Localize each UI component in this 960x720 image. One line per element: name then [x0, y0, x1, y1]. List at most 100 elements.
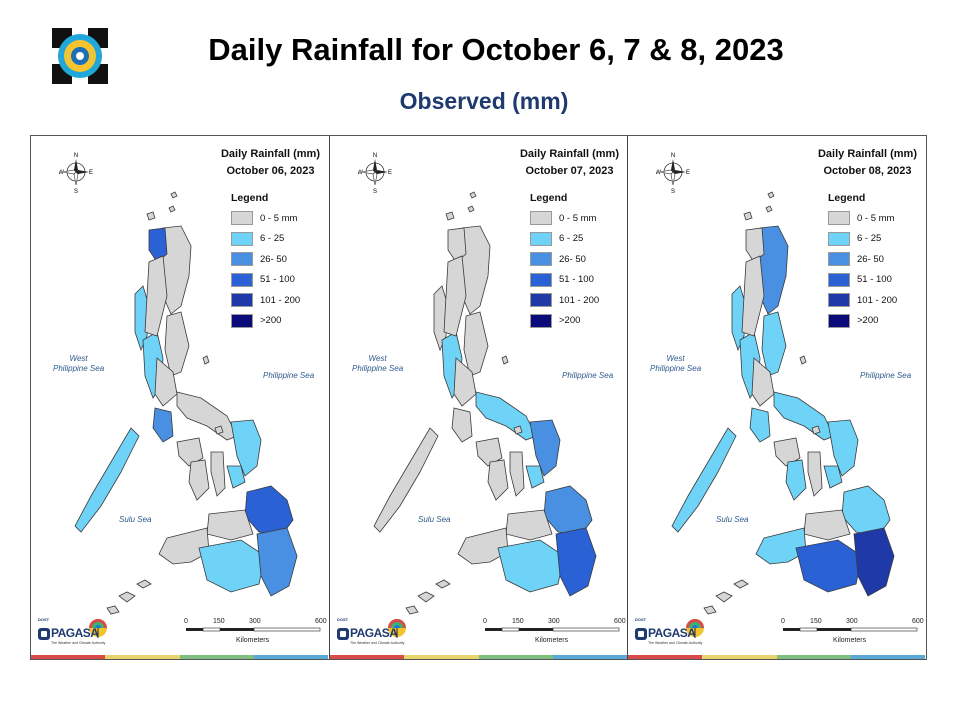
legend-item: 101 - 200 [530, 290, 599, 311]
region-mindanao-se [853, 527, 895, 597]
legend-title: Legend [231, 192, 269, 204]
region-mindanao-north [803, 509, 851, 541]
legend-item: >200 [530, 311, 599, 332]
region-visayas-south [823, 465, 843, 489]
region-luzon-central [453, 357, 477, 407]
map-panel-oct-07: N S W E Daily Rainfall (mm) October 07, … [329, 136, 627, 659]
brand-name: PAGASA [648, 626, 696, 640]
region-luzon-north [443, 255, 467, 337]
islets [146, 191, 224, 435]
maps-frame: N S W E Daily Rainfall (mm) October 06, … [30, 135, 927, 660]
page-title: Daily Rainfall for October 6, 7 & 8, 202… [208, 32, 784, 67]
sea-label-east: Philippine Sea [263, 371, 315, 380]
legend-item: 26- 50 [828, 249, 897, 270]
compass-w: W [656, 170, 661, 176]
region-mindanao-sw [795, 539, 863, 593]
region-eastern-visayas [529, 419, 561, 477]
region-palawan [74, 427, 140, 533]
legend-item: 6 - 25 [530, 229, 599, 250]
scale-bar: 0 150 300 600 Kilometers [781, 618, 924, 644]
region-sulu-arch [703, 579, 749, 615]
region-luzon-east [761, 311, 787, 377]
region-visayas-central [210, 451, 226, 497]
compass-n: N [74, 153, 78, 159]
region-mindanao-west [755, 527, 807, 565]
region-mindanao-sw [497, 539, 565, 593]
pagasa-logo: DOST PAGASA The Weather and Climate Auth… [631, 614, 711, 659]
legend-item: 51 - 100 [231, 270, 300, 291]
north-arrow-icon: N S W E [358, 153, 392, 194]
legend-swatch [828, 293, 850, 308]
legend-swatch [530, 293, 552, 308]
scale-unit: Kilometers [535, 637, 569, 644]
legend-swatch [231, 211, 253, 226]
philippines-rainfall-map [671, 191, 895, 615]
region-mindoro [451, 407, 473, 443]
sea-label-sulu: Sulu Sea [716, 515, 749, 524]
legend-swatch [231, 313, 253, 328]
legend-swatch [828, 211, 850, 226]
bottom-color-bar [31, 655, 328, 659]
sea-label-west: West Philippine Sea [650, 354, 702, 373]
legend-swatch [530, 313, 552, 328]
rainfall-legend: Legend 0 - 5 mm 6 - 25 26- 50 51 - 100 1… [530, 192, 599, 331]
philippines-rainfall-map [74, 191, 298, 615]
bottom-color-bar [628, 655, 925, 659]
sea-label-east: Philippine Sea [562, 371, 614, 380]
region-visayas-west [785, 459, 807, 501]
legend-item: 0 - 5 mm [828, 208, 897, 229]
region-palawan [373, 427, 439, 533]
region-bicol [176, 391, 238, 441]
region-luzon-north [144, 255, 168, 337]
compass-w: W [358, 170, 363, 176]
legend-item: 0 - 5 mm [530, 208, 599, 229]
region-ilocos-coast [433, 285, 449, 352]
region-mindanao-sw [198, 539, 266, 593]
region-mindanao-se [555, 527, 597, 597]
compass-s: S [373, 189, 377, 194]
region-sulu-arch [405, 579, 451, 615]
legend-swatch [828, 272, 850, 287]
panel-heading-title: Daily Rainfall (mm) [817, 148, 917, 160]
region-visayas-south [525, 465, 545, 489]
sea-label-west: West Philippine Sea [53, 354, 105, 373]
legend-swatch [828, 252, 850, 267]
scale-unit: Kilometers [236, 637, 270, 644]
region-visayas-central [807, 451, 823, 497]
scale-bar: 0 150 300 600 Kilometers [483, 618, 626, 644]
sea-label-east: Philippine Sea [860, 371, 912, 380]
region-bicol [773, 391, 835, 441]
legend-swatch [530, 272, 552, 287]
legend-item: 6 - 25 [828, 229, 897, 250]
legend-swatch [231, 272, 253, 287]
legend-swatch [231, 231, 253, 246]
brand-prefix: DOST [337, 617, 349, 622]
legend-item: >200 [828, 311, 897, 332]
legend-item: 101 - 200 [231, 290, 300, 311]
map-panel-oct-08: N S W E Daily Rainfall (mm) October 08, … [627, 136, 925, 659]
brand-tagline: The Weather and Climate Authority [648, 641, 703, 645]
rainfall-legend: Legend 0 - 5 mm 6 - 25 26- 50 51 - 100 1… [828, 192, 897, 331]
region-luzon-north [741, 255, 765, 337]
panel-heading: Daily Rainfall (mm) October 08, 2023 [818, 146, 917, 180]
islets [743, 191, 821, 435]
scale-bar: 0 150 300 600 Kilometers [184, 618, 327, 644]
region-bicol [475, 391, 537, 441]
rainfall-legend: Legend 0 - 5 mm 6 - 25 26- 50 51 - 100 1… [231, 192, 300, 331]
region-palawan [671, 427, 737, 533]
brand-prefix: DOST [38, 617, 50, 622]
region-visayas-central [509, 451, 525, 497]
legend-title: Legend [828, 192, 866, 204]
legend-swatch [530, 231, 552, 246]
legend-swatch [231, 293, 253, 308]
region-luzon-central [154, 357, 178, 407]
region-visayas-west [188, 459, 210, 501]
region-luzon-east [463, 311, 489, 377]
compass-s: S [74, 189, 78, 194]
legend-item: 101 - 200 [828, 290, 897, 311]
north-arrow-icon: N S W E [656, 153, 690, 194]
compass-n: N [373, 153, 377, 159]
panel-heading-title: Daily Rainfall (mm) [519, 148, 619, 160]
panel-heading: Daily Rainfall (mm) October 07, 2023 [520, 146, 619, 180]
panel-heading: Daily Rainfall (mm) October 06, 2023 [221, 146, 320, 180]
